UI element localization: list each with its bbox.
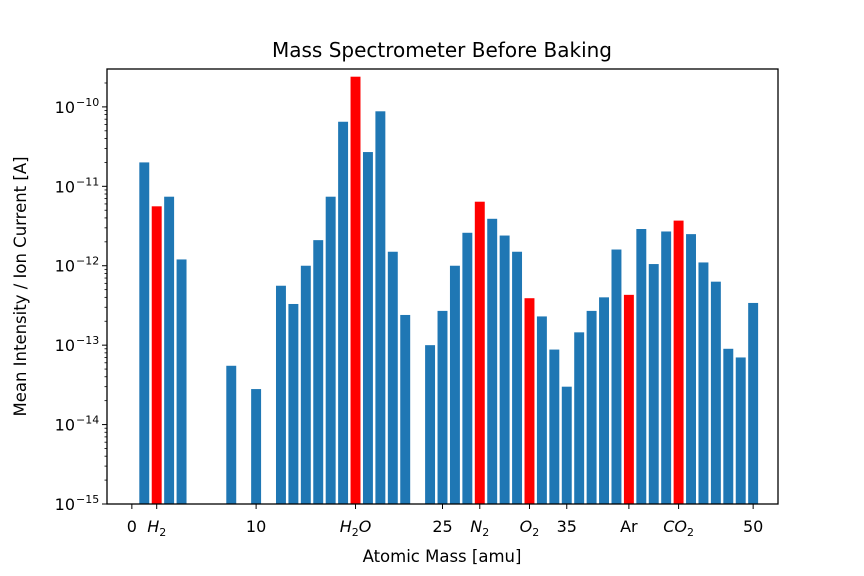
bar <box>748 302 759 504</box>
bar <box>536 316 547 504</box>
bar <box>313 240 324 504</box>
x-axis-label: Atomic Mass [amu] <box>363 547 522 566</box>
y-tick-label: 10 <box>55 336 75 355</box>
bar <box>425 345 436 504</box>
x-tick-subscript: 2 <box>532 526 539 539</box>
bar <box>139 162 150 504</box>
y-tick-label: 10 <box>55 257 75 276</box>
y-tick-exponent: −12 <box>76 255 99 268</box>
bar <box>338 121 349 504</box>
y-tick-exponent: −13 <box>76 334 99 347</box>
bar <box>698 262 709 504</box>
bar <box>561 386 572 504</box>
x-tick-label: H2 <box>147 517 166 539</box>
y-tick-exponent: −15 <box>76 493 99 506</box>
bar <box>288 303 299 504</box>
bar <box>400 314 411 504</box>
bar <box>487 218 498 505</box>
chart-title: Mass Spectrometer Before Baking <box>272 38 612 62</box>
x-tick-label: Ar <box>620 517 638 536</box>
y-tick-exponent: −11 <box>76 175 99 188</box>
bar <box>549 349 560 504</box>
bar <box>437 310 448 504</box>
bars-group <box>139 76 759 505</box>
bar <box>375 111 386 504</box>
y-tick-label: 10 <box>55 177 75 196</box>
bar <box>449 265 460 504</box>
x-tick-subscript: 2 <box>687 526 694 539</box>
highlight-bar <box>524 298 535 504</box>
bar <box>512 251 523 504</box>
highlight-bar <box>151 206 162 505</box>
x-tick-label: 50 <box>743 517 763 536</box>
bar <box>164 196 175 504</box>
x-tick-subscript: 2 <box>159 526 166 539</box>
bar <box>686 234 696 505</box>
highlight-bar <box>474 201 485 504</box>
bar <box>275 285 286 504</box>
y-tick-label: 10 <box>55 416 75 435</box>
bar <box>611 249 622 504</box>
x-tick-subscript: 2 <box>352 526 359 539</box>
bar <box>710 281 721 504</box>
bar <box>176 259 187 504</box>
x-tick-label: 10 <box>246 517 266 536</box>
bar <box>648 264 659 504</box>
y-tick-exponent: −14 <box>76 414 99 427</box>
highlight-bar <box>673 220 684 505</box>
x-tick-label: N2 <box>470 517 489 539</box>
bar <box>723 348 734 504</box>
bar <box>661 231 672 504</box>
bar <box>300 265 311 504</box>
x-tick-label: O2 <box>520 517 540 539</box>
bar <box>599 297 610 504</box>
y-tick-label: 10 <box>55 495 75 514</box>
bar <box>574 332 585 504</box>
highlight-bar <box>623 294 634 504</box>
x-tick-label: 25 <box>432 517 452 536</box>
y-axis-label: Mean Intensity / Ion Current [A] <box>11 156 30 416</box>
bar <box>735 357 746 504</box>
x-tick-label: 0 <box>127 517 137 536</box>
bar <box>251 389 262 504</box>
bar <box>325 196 336 504</box>
highlight-bar <box>350 76 361 504</box>
y-tick-label: 10 <box>55 98 75 117</box>
x-tick-subscript: 2 <box>482 526 489 539</box>
bar <box>387 251 398 504</box>
x-tick-label: 35 <box>557 517 577 536</box>
plot-frame <box>106 68 779 505</box>
bar <box>636 229 647 504</box>
bar <box>499 235 510 504</box>
bar <box>586 310 597 504</box>
x-axis-ticks: 0 H2 10 H2O 25 N2 O2 35 Ar CO2 50 <box>127 504 763 539</box>
y-tick-exponent: −10 <box>76 96 99 109</box>
x-tick-label: H2O <box>340 517 372 539</box>
x-tick-label: CO2 <box>663 517 694 539</box>
bar <box>362 152 373 504</box>
bar <box>462 232 473 504</box>
bar <box>226 365 237 504</box>
